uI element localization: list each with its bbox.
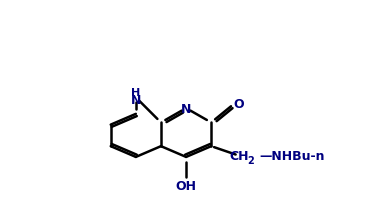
Text: N: N (181, 102, 191, 115)
Text: OH: OH (176, 179, 197, 192)
Text: O: O (233, 97, 244, 110)
Text: N: N (131, 93, 141, 106)
Text: CH: CH (230, 149, 249, 162)
Text: H: H (131, 87, 141, 97)
Text: 2: 2 (247, 155, 254, 165)
Text: —NHBu-n: —NHBu-n (260, 149, 325, 162)
